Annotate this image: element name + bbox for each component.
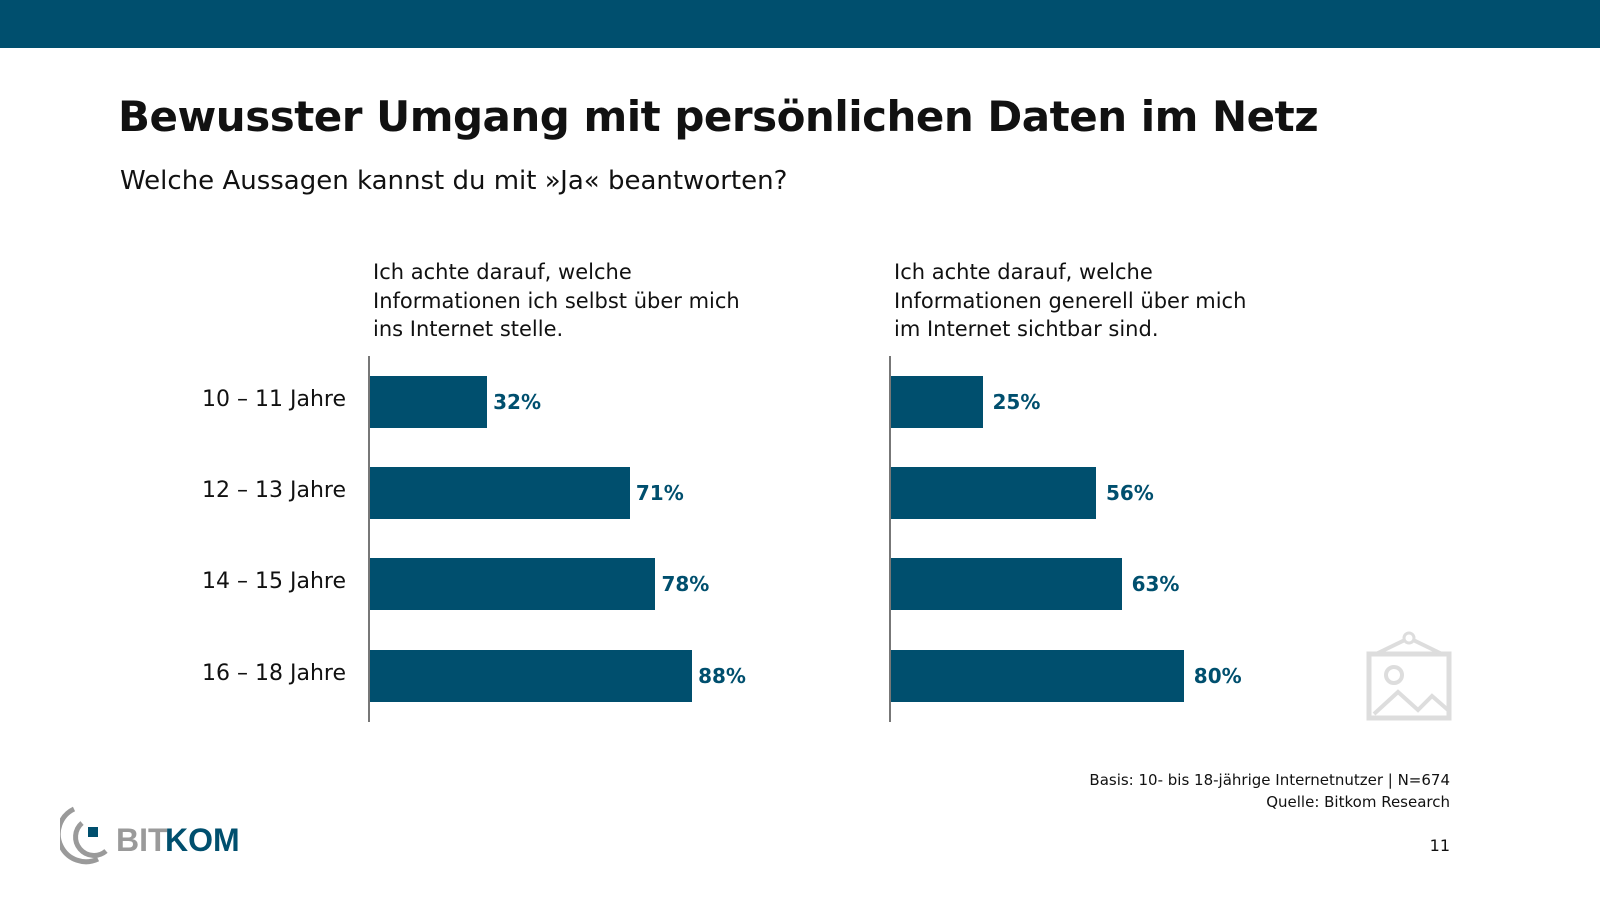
data-label: 25% xyxy=(992,390,1041,414)
category-label: 12 – 13 Jahre xyxy=(202,478,346,503)
axis-left xyxy=(368,356,370,722)
logo-text-bit: BIT xyxy=(116,822,168,858)
footer-basis: Basis: 10- bis 18-jährige Internetnutzer… xyxy=(1089,771,1450,789)
page-subtitle: Welche Aussagen kannst du mit »Ja« beant… xyxy=(120,166,788,196)
footer-source: Quelle: Bitkom Research xyxy=(1266,793,1450,811)
category-label: 16 – 18 Jahre xyxy=(202,661,346,686)
image-placeholder-icon xyxy=(1366,630,1452,726)
bar xyxy=(891,376,983,428)
axis-right xyxy=(889,356,891,722)
logo-text-kom: KOM xyxy=(165,822,240,858)
data-label: 88% xyxy=(698,664,746,688)
bar xyxy=(891,558,1122,610)
bitkom-logo: BIT KOM xyxy=(55,805,250,869)
data-label: 32% xyxy=(493,390,541,414)
bar xyxy=(370,558,656,610)
chart-title-left: Ich achte darauf, welche Informationen i… xyxy=(373,260,740,341)
page-title: Bewusster Umgang mit persönlichen Daten … xyxy=(118,92,1319,141)
bar xyxy=(891,650,1184,702)
chart-title-right: Ich achte darauf, welche Informationen g… xyxy=(894,260,1247,341)
data-label: 78% xyxy=(661,572,710,596)
data-label: 80% xyxy=(1193,664,1242,688)
category-label: 14 – 15 Jahre xyxy=(202,569,346,594)
category-label: 10 – 11 Jahre xyxy=(202,387,346,412)
bar xyxy=(891,467,1096,519)
bar xyxy=(370,376,488,428)
data-label: 63% xyxy=(1131,572,1180,596)
data-label: 56% xyxy=(1105,481,1154,505)
top-bar xyxy=(0,0,1600,48)
data-label: 71% xyxy=(635,481,684,505)
bar xyxy=(370,467,630,519)
bar xyxy=(370,650,693,702)
page-number: 11 xyxy=(1429,836,1450,855)
